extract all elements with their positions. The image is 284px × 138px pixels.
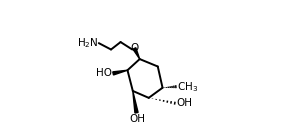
Text: OH: OH <box>129 114 145 124</box>
Text: H$_2$N: H$_2$N <box>77 36 98 50</box>
Polygon shape <box>113 70 128 75</box>
Text: OH: OH <box>176 98 192 108</box>
Polygon shape <box>133 48 140 59</box>
Text: O: O <box>130 43 139 53</box>
Polygon shape <box>133 91 138 113</box>
Text: HO: HO <box>95 68 112 78</box>
Text: CH$_3$: CH$_3$ <box>178 80 199 94</box>
